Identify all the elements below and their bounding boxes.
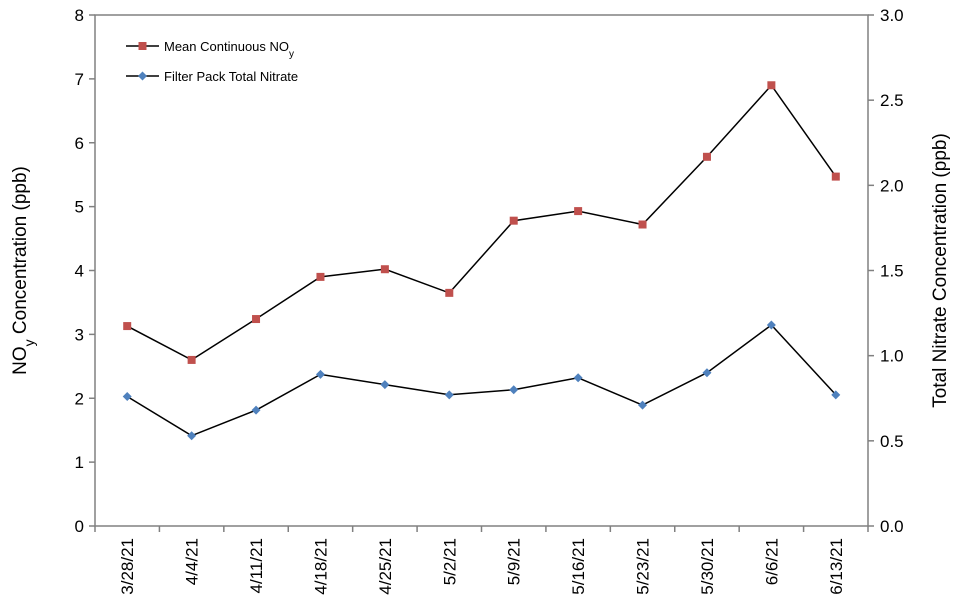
data-point-square — [767, 81, 776, 90]
y-axis-title-main: NO — [10, 346, 31, 375]
data-point-square — [509, 216, 518, 225]
x-tick-label: 4/18/21 — [311, 538, 330, 595]
series-line-1 — [126, 323, 837, 437]
y-axis-title-suffix: Concentration (ppb) — [10, 166, 31, 339]
data-point-square — [380, 265, 389, 274]
right-tick-label: 3.0 — [880, 6, 904, 25]
data-point-square — [187, 355, 196, 364]
right-tick-label: 2.5 — [880, 91, 904, 110]
x-axis: 3/28/21 4/4/21 4/11/21 4/18/21 4/25/21 5/2/21… — [94, 526, 869, 595]
x-tick-label: 3/28/21 — [118, 538, 137, 595]
data-point-square — [123, 322, 132, 331]
data-point-square — [702, 152, 711, 161]
data-point-diamond — [702, 368, 712, 378]
data-point-square — [252, 315, 261, 324]
x-tick-label: 5/9/21 — [505, 538, 524, 585]
x-tick-label: 5/30/21 — [698, 538, 717, 595]
y2-axis-title: Total Nitrate Concentration (ppb) — [930, 133, 951, 408]
data-point-diamond — [509, 385, 519, 395]
data-point-square — [316, 272, 325, 281]
right-tick-label: 1.5 — [880, 262, 904, 281]
left-tick-label: 0 — [75, 517, 84, 536]
data-point-diamond — [380, 380, 390, 390]
x-tick-label: 4/4/21 — [183, 538, 202, 585]
data-point-square — [445, 288, 454, 297]
left-tick-label: 6 — [75, 134, 84, 153]
left-tick-label: 1 — [75, 453, 84, 472]
legend: Mean Continuous NOy Filter Pack Total Ni… — [126, 39, 298, 84]
data-point-diamond — [573, 373, 583, 383]
data-point-diamond — [766, 320, 776, 330]
data-point-diamond — [187, 431, 197, 441]
legend-label-mean-continuous-noy: Mean Continuous NOy — [164, 39, 294, 60]
series-line-0 — [126, 84, 837, 361]
left-tick-label: 2 — [75, 389, 84, 408]
legend-label-filter-pack-total-nitrate: Filter Pack Total Nitrate — [164, 69, 298, 84]
x-tick-label: 5/16/21 — [569, 538, 588, 595]
x-tick-label: 4/25/21 — [376, 538, 395, 595]
y-axis-title: NOy Concentration (ppb) — [10, 166, 37, 375]
data-point-diamond — [444, 390, 454, 400]
plot-frame — [94, 14, 869, 527]
y-axis-title-subscript: y — [21, 339, 37, 346]
data-point-diamond — [315, 369, 325, 379]
data-point-diamond — [831, 390, 841, 400]
data-point-diamond — [122, 392, 132, 402]
data-point-square — [831, 172, 840, 181]
legend-item-filter-pack-total-nitrate: Filter Pack Total Nitrate — [126, 69, 298, 84]
left-tick-label: 3 — [75, 325, 84, 344]
data-point-diamond — [638, 400, 648, 410]
legend-item-mean-continuous-noy: Mean Continuous NOy — [126, 39, 294, 60]
x-tick-label: 5/23/21 — [634, 538, 653, 595]
x-tick-label: 6/6/21 — [762, 538, 781, 585]
x-tick-label: 5/2/21 — [440, 538, 459, 585]
legend-marker-square — [138, 42, 147, 50]
x-tick-label: 6/13/21 — [827, 538, 846, 595]
left-tick-label: 5 — [75, 198, 84, 217]
x-tick-label: 4/11/21 — [247, 538, 266, 593]
right-tick-label: 0.0 — [880, 517, 904, 536]
right-tick-label: 2.0 — [880, 176, 904, 195]
left-tick-label: 4 — [75, 262, 84, 281]
legend-label-main: Mean Continuous NO — [164, 39, 289, 54]
left-y-axis: 0 1 2 3 4 5 6 7 8 — [75, 6, 95, 536]
plot-area — [94, 14, 869, 527]
right-tick-label: 1.0 — [880, 347, 904, 366]
data-point-square — [574, 207, 583, 216]
data-point-diamond — [251, 405, 261, 415]
left-tick-label: 7 — [75, 70, 84, 89]
series-layer — [122, 81, 841, 441]
data-point-square — [638, 220, 647, 229]
legend-label-subscript: y — [289, 49, 294, 60]
right-y-axis: 0.0 0.5 1.0 1.5 2.0 2.5 3.0 — [868, 6, 904, 536]
legend-marker-diamond — [138, 71, 147, 81]
left-tick-label: 8 — [75, 6, 84, 25]
right-tick-label: 0.5 — [880, 432, 904, 451]
